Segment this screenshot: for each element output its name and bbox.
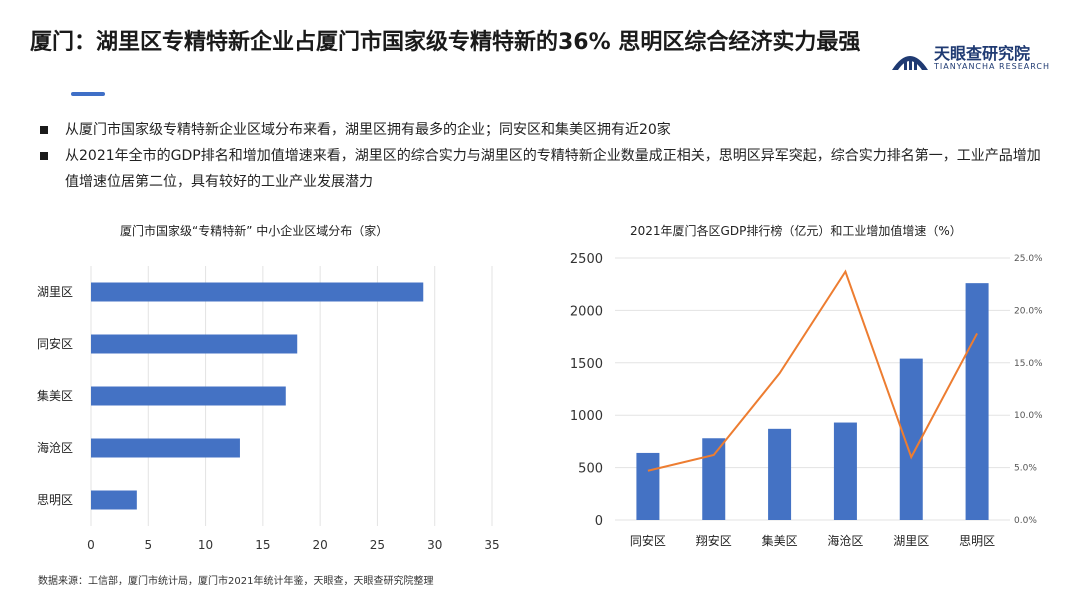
x-tick-label: 25 xyxy=(370,538,385,552)
y-right-tick-label: 25.0% xyxy=(1014,254,1043,264)
bar xyxy=(91,490,137,510)
page-title: 厦门：湖里区专精特新企业占厦门市国家级专精特新的36% 思明区综合经济实力最强 xyxy=(30,30,861,55)
x-tick-label: 30 xyxy=(427,538,442,552)
y-left-tick-label: 1000 xyxy=(570,409,603,424)
logo-subtitle: TIANYANCHA RESEARCH xyxy=(934,62,1051,71)
y-left-tick-label: 500 xyxy=(578,462,603,477)
right-combo-chart: 0 500 1000 1500 2000 2500 0.0% 5.0% 10.0% 15.0% 20… xyxy=(570,252,1043,548)
x-category-label: 集美区 xyxy=(762,533,798,548)
y-category-label: 集美区 xyxy=(37,388,73,403)
y-category-label: 海沧区 xyxy=(37,440,73,455)
bar xyxy=(91,386,286,406)
bullet-text: 从厦门市国家级专精特新企业区域分布来看，湖里区拥有最多的企业；同安区和集美区拥有… xyxy=(65,122,671,138)
bar xyxy=(636,452,660,520)
y-category-label: 湖里区 xyxy=(37,284,73,299)
bullet-item: 从厦门市国家级专精特新企业区域分布来看，湖里区拥有最多的企业；同安区和集美区拥有… xyxy=(40,117,1050,143)
x-tick-label: 10 xyxy=(198,538,213,552)
logo-name: 天眼查研究院 xyxy=(934,44,1031,63)
bullet-item: 从2021年全市的GDP排名和增加值增速来看，湖里区的综合实力与湖里区的专精特新… xyxy=(40,143,1050,195)
bar xyxy=(91,438,240,458)
bar xyxy=(965,283,989,520)
growth-line xyxy=(647,269,978,472)
bar xyxy=(833,422,857,520)
y-right-tick-label: 10.0% xyxy=(1014,411,1043,421)
x-category-label: 思明区 xyxy=(959,534,995,548)
logo-mark-icon xyxy=(892,56,928,70)
right-chart-title: 2021年厦门各区GDP排行榜（亿元）和工业增加值增速（%） xyxy=(630,224,962,238)
bar xyxy=(899,358,923,520)
y-right-tick-label: 20.0% xyxy=(1014,306,1043,316)
x-tick-label: 0 xyxy=(87,538,95,552)
y-left-tick-label: 2500 xyxy=(570,252,603,267)
bar xyxy=(91,334,298,354)
y-category-label: 同安区 xyxy=(37,336,73,351)
x-category-label: 湖里区 xyxy=(893,533,929,548)
x-tick-label: 15 xyxy=(255,538,270,552)
bar xyxy=(91,282,424,302)
bullet-text: 从2021年全市的GDP排名和增加值增速来看，湖里区的综合实力与湖里区的专精特新… xyxy=(65,148,1041,190)
x-category-label: 翔安区 xyxy=(696,533,732,548)
y-right-tick-label: 15.0% xyxy=(1014,359,1043,369)
y-category-label: 思明区 xyxy=(37,493,73,507)
x-tick-label: 20 xyxy=(313,538,328,552)
logo: 天眼查研究院 TIANYANCHA RESEARCH xyxy=(890,40,1060,80)
x-tick-label: 35 xyxy=(484,538,499,552)
bullet-square-icon xyxy=(40,152,48,160)
y-left-tick-label: 0 xyxy=(595,514,603,529)
left-chart-title: 厦门市国家级“专精特新” 中小企业区域分布（家） xyxy=(120,224,389,238)
bullet-list: 从厦门市国家级专精特新企业区域分布来看，湖里区拥有最多的企业；同安区和集美区拥有… xyxy=(40,117,1050,195)
x-category-label: 海沧区 xyxy=(827,533,863,548)
bar xyxy=(768,428,792,520)
y-right-tick-label: 0.0% xyxy=(1014,516,1037,526)
y-right-tick-label: 5.0% xyxy=(1014,464,1037,474)
x-category-label: 同安区 xyxy=(630,533,666,548)
bullet-square-icon xyxy=(40,126,48,134)
y-left-tick-label: 1500 xyxy=(570,357,603,372)
title-underline xyxy=(71,92,105,96)
bar xyxy=(702,438,726,520)
x-tick-label: 5 xyxy=(144,538,152,552)
y-left-tick-label: 2000 xyxy=(570,304,603,319)
data-source-note: 数据来源：工信部，厦门市统计局，厦门市2021年统计年鉴，天眼查，天眼查研究院整… xyxy=(38,576,434,587)
